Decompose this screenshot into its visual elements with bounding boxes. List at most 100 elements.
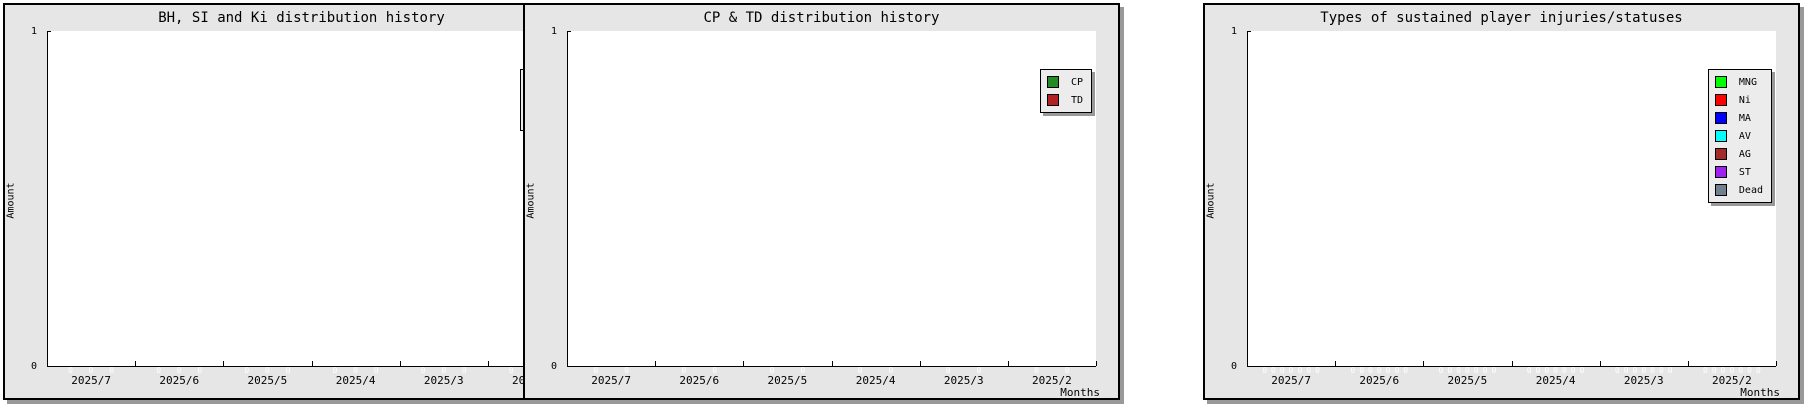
legend-item: Dead xyxy=(1714,181,1763,199)
legend-swatch xyxy=(1046,76,1059,88)
legend-label: MNG xyxy=(1738,76,1757,88)
plot-area xyxy=(1247,31,1776,366)
legend-swatch xyxy=(1046,94,1059,106)
x-tick-label: 2025/7 xyxy=(1271,374,1311,387)
bar-value-label: 0 xyxy=(888,366,894,375)
bar-value-label: 0 xyxy=(1064,366,1070,375)
y-tick xyxy=(1247,31,1251,32)
x-tick-label: 2025/4 xyxy=(855,374,896,387)
bar-value-label: 0 xyxy=(244,366,250,375)
bar-value-label: 0 xyxy=(769,366,775,375)
bar-value-label: 0 xyxy=(1279,366,1285,375)
bar-value-label: 0 xyxy=(1526,366,1532,375)
chart-panel: BH, SI and Ki distribution history 1 0 Amou… xyxy=(3,3,600,400)
legend-item: MNG xyxy=(1714,73,1763,91)
y-axis-label: Amount xyxy=(525,182,537,219)
bar-value-label: 0 xyxy=(1464,366,1470,375)
x-tick-label: 2025/6 xyxy=(679,374,720,387)
legend-swatch xyxy=(1714,184,1727,196)
legend-item: TD xyxy=(1046,91,1083,109)
legend-swatch xyxy=(1714,76,1727,88)
x-tick-label: 2025/7 xyxy=(591,374,631,387)
legend-item: AV xyxy=(1714,127,1763,145)
bar-value-label: 0 xyxy=(1650,366,1655,375)
bar-value-label: 0 xyxy=(1553,366,1558,375)
x-axis xyxy=(47,366,576,367)
bar-value-label: 0 xyxy=(332,366,338,375)
x-tick xyxy=(1776,361,1777,366)
chart-title: CP & TD distribution history xyxy=(703,10,940,26)
bar-value-label: 0 xyxy=(1579,366,1585,375)
legend-swatch xyxy=(1714,112,1727,124)
x-tick-label: 2025/5 xyxy=(247,374,288,387)
x-tick xyxy=(743,361,745,366)
bar-value-label: 0 xyxy=(285,366,291,375)
bar-value-label: 0 xyxy=(1447,366,1453,375)
x-tick-label: 2025/3 xyxy=(943,374,984,387)
y-tick xyxy=(567,31,571,32)
x-tick-label: 2025/7 xyxy=(71,374,111,387)
x-tick-label: 2025/2 xyxy=(1032,374,1072,387)
bar-value-label: 0 xyxy=(1755,366,1761,375)
bar-value-label: 0 xyxy=(976,366,982,375)
x-tick xyxy=(1687,361,1689,366)
bar-value-label: 0 xyxy=(68,366,73,375)
bar-value-label: 0 xyxy=(1535,366,1541,375)
bar-value-label: 0 xyxy=(508,366,514,375)
legend-label: Dead xyxy=(1738,184,1763,196)
bar-value-label: 0 xyxy=(1262,366,1268,375)
bar-value-label: 0 xyxy=(1288,366,1294,375)
legend-label: AV xyxy=(1738,130,1751,142)
y-tick-label: 1 xyxy=(31,26,38,37)
legend-item: CP xyxy=(1046,73,1083,91)
bar-value-label: 0 xyxy=(109,366,115,375)
x-tick xyxy=(311,361,313,366)
bar-value-label: 0 xyxy=(681,366,687,375)
x-tick xyxy=(223,361,225,366)
y-axis xyxy=(1247,31,1248,366)
legend-swatch xyxy=(1714,94,1727,106)
y-tick-label: 0 xyxy=(551,361,558,372)
bar-value-label: 0 xyxy=(88,366,94,375)
chart-panel: Types of sustained player injuries/statu… xyxy=(1203,3,1800,400)
x-tick-label: 2025/5 xyxy=(1447,374,1488,387)
bar-value-label: 0 xyxy=(1473,366,1479,375)
chart-title: BH, SI and Ki distribution history xyxy=(158,10,445,26)
bar-value-label: 0 xyxy=(1438,366,1444,375)
x-tick xyxy=(1423,361,1425,366)
bar-value-label: 0 xyxy=(945,366,951,375)
bar-value-label: 0 xyxy=(1703,366,1708,375)
bar-value-label: 0 xyxy=(1738,366,1744,375)
x-tick xyxy=(1007,361,1009,366)
bar-value-label: 0 xyxy=(420,366,426,375)
legend-item: MA xyxy=(1714,109,1763,127)
bar-value-label: 0 xyxy=(1711,366,1717,375)
y-tick-label: 1 xyxy=(551,26,558,37)
chart-title: Types of sustained player injuries/statu… xyxy=(1320,10,1683,26)
chart-legend: CP TD xyxy=(1039,69,1092,113)
bar-value-label: 0 xyxy=(1385,366,1391,375)
bar-value-label: 0 xyxy=(1306,366,1312,375)
x-tick-label: 2025/6 xyxy=(1359,374,1400,387)
y-tick xyxy=(47,31,51,32)
bar-value-label: 0 xyxy=(1641,366,1647,375)
bar-value-label: 0 xyxy=(1394,366,1400,375)
x-tick-label: 2025/3 xyxy=(1623,374,1664,387)
bar-value-label: 0 xyxy=(156,366,162,375)
y-tick-label: 1 xyxy=(1231,26,1238,37)
bar-value-label: 0 xyxy=(1482,366,1488,375)
plot-area xyxy=(47,31,576,366)
x-axis xyxy=(567,366,1096,367)
bar-value-label: 0 xyxy=(373,366,379,375)
bar-value-label: 0 xyxy=(461,366,467,375)
bar-value-label: 0 xyxy=(1350,366,1356,375)
bar-value-label: 0 xyxy=(1376,366,1382,375)
x-axis-label: Months xyxy=(1740,386,1780,399)
bar-value-label: 0 xyxy=(1614,366,1620,375)
legend-label: AG xyxy=(1738,148,1751,160)
x-tick xyxy=(1599,361,1601,366)
y-tick-label: 0 xyxy=(1231,361,1238,372)
bar-value-label: 0 xyxy=(197,366,203,375)
bar-value-label: 0 xyxy=(1747,366,1752,375)
bar-value-label: 0 xyxy=(1729,366,1735,375)
